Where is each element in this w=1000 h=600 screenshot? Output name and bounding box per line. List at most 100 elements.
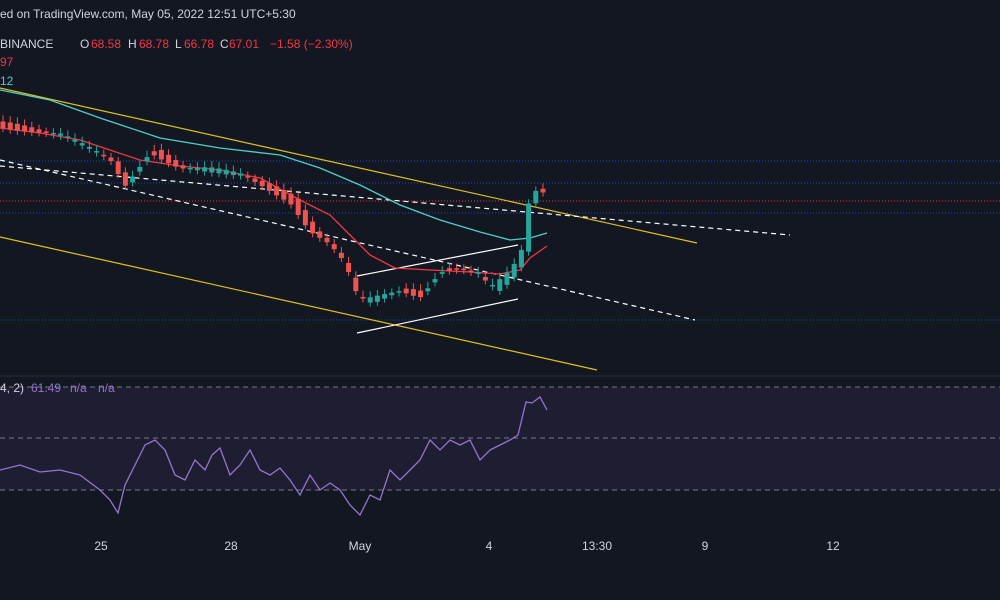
candle-body bbox=[533, 190, 539, 204]
candle-body bbox=[382, 294, 388, 299]
candle-body bbox=[526, 203, 532, 252]
candle-body bbox=[281, 189, 287, 200]
candle-body bbox=[482, 276, 488, 281]
candle-body bbox=[101, 154, 107, 157]
channel-upper bbox=[0, 87, 698, 244]
candle-body bbox=[86, 146, 92, 149]
candle-body bbox=[446, 268, 452, 271]
candle-body bbox=[490, 284, 496, 287]
candle-body bbox=[418, 290, 424, 298]
x-tick-label: 28 bbox=[224, 539, 238, 553]
symbol: BINANCE bbox=[0, 37, 53, 51]
candle-body bbox=[274, 186, 280, 196]
candle-body bbox=[122, 172, 128, 186]
ma-teal-value: 12 bbox=[0, 74, 14, 88]
x-tick-label: 13:30 bbox=[582, 539, 612, 553]
candle-body bbox=[518, 249, 524, 268]
change: −1.58 (−2.30%) bbox=[270, 37, 353, 51]
candle-body bbox=[94, 151, 100, 153]
candle-body bbox=[36, 129, 42, 133]
candle-body bbox=[317, 231, 323, 238]
ma-red-value: 97 bbox=[0, 55, 14, 69]
low-label: L bbox=[175, 37, 182, 51]
candle-body bbox=[245, 176, 251, 178]
candle-body bbox=[360, 297, 366, 299]
candle-body bbox=[252, 178, 258, 182]
candle-body bbox=[151, 151, 157, 156]
candle-body bbox=[504, 272, 510, 285]
candle-body bbox=[130, 176, 136, 183]
candle-body bbox=[540, 188, 546, 193]
candle-body bbox=[266, 183, 272, 191]
x-axis: 25 28 May 4 13:30 9 12 bbox=[94, 539, 840, 553]
flag-upper bbox=[356, 244, 519, 277]
candle-body bbox=[187, 167, 193, 170]
candle-body bbox=[7, 122, 13, 130]
candle-body bbox=[468, 270, 474, 273]
candle-body bbox=[324, 237, 330, 243]
ma-teal bbox=[0, 89, 548, 241]
flag-lower bbox=[356, 298, 519, 334]
trend-dashed-2 bbox=[0, 159, 696, 321]
candle-body bbox=[115, 161, 121, 175]
close: 67.01 bbox=[229, 37, 259, 51]
candle-body bbox=[410, 289, 416, 296]
candle-body bbox=[259, 180, 265, 187]
candle-body bbox=[511, 263, 517, 278]
candle-body bbox=[331, 244, 337, 250]
candle-body bbox=[396, 291, 402, 293]
candle-body bbox=[202, 167, 208, 172]
rsi-na: n/a bbox=[70, 381, 87, 395]
x-tick-label: 25 bbox=[94, 539, 108, 553]
candle-body bbox=[166, 154, 172, 164]
candle-body bbox=[439, 272, 445, 274]
x-tick-label: 4 bbox=[486, 539, 493, 553]
candle-body bbox=[58, 133, 64, 136]
candles bbox=[0, 115, 546, 307]
trend-dashed-1 bbox=[0, 165, 791, 236]
source: ed on TradingView.com, May 05, 2022 12:5… bbox=[0, 7, 296, 21]
candle-body bbox=[338, 252, 344, 259]
candle-body bbox=[65, 136, 71, 138]
candle-body bbox=[454, 268, 460, 270]
candle-body bbox=[173, 159, 179, 167]
candle-body bbox=[432, 279, 438, 283]
channel-lower bbox=[0, 236, 598, 371]
rsi-params: 4, 2) bbox=[0, 381, 24, 395]
candle-body bbox=[389, 292, 395, 296]
candle-body bbox=[425, 288, 431, 292]
low: 66.78 bbox=[184, 37, 214, 51]
x-tick-label: 12 bbox=[826, 539, 840, 553]
candle-body bbox=[238, 173, 244, 176]
candle-body bbox=[43, 131, 49, 133]
candle-body bbox=[223, 169, 229, 175]
candle-body bbox=[180, 165, 186, 169]
candle-body bbox=[374, 295, 380, 302]
candle-body bbox=[194, 167, 200, 171]
candle-body bbox=[302, 210, 308, 226]
candle-body bbox=[72, 139, 78, 142]
rsi-value: 61.49 bbox=[31, 381, 61, 395]
open-label: O bbox=[80, 37, 89, 51]
rsi-na: n/a bbox=[98, 381, 115, 395]
candle-body bbox=[50, 132, 56, 135]
candle-body bbox=[346, 262, 352, 272]
rsi-levels bbox=[0, 386, 1000, 491]
candle-body bbox=[108, 157, 114, 162]
x-tick-label: May bbox=[349, 539, 372, 553]
x-tick-label: 9 bbox=[702, 539, 709, 553]
candle-body bbox=[475, 272, 481, 274]
candle-body bbox=[0, 121, 6, 129]
candle-body bbox=[295, 198, 301, 216]
candle-body bbox=[216, 168, 222, 174]
candle-body bbox=[367, 297, 373, 303]
open: 68.58 bbox=[91, 37, 121, 51]
candle-body bbox=[158, 149, 164, 160]
candle-body bbox=[137, 166, 143, 172]
candle-body bbox=[144, 157, 150, 162]
candle-body bbox=[29, 127, 35, 133]
candle-body bbox=[288, 193, 294, 205]
high: 68.78 bbox=[139, 37, 169, 51]
candle-body bbox=[79, 143, 85, 146]
